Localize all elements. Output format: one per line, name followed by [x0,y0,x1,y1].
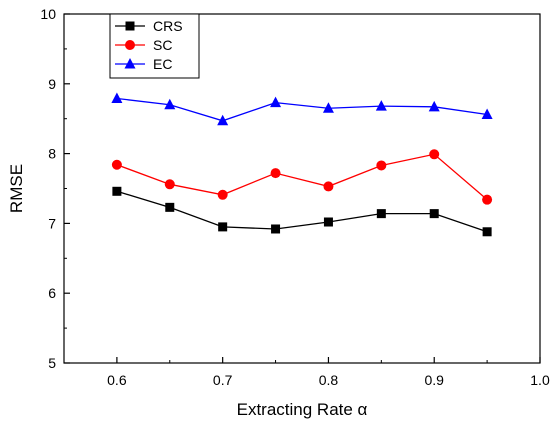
y-axis-title: RMSE [7,164,26,213]
legend: CRS SC EC [109,13,200,79]
axes: 5 6 7 8 9 10 0.6 0.7 0.8 0.9 1.0 [40,6,550,388]
data-point-sc [111,159,122,170]
legend-label-crs: CRS [153,18,183,34]
x-tick-label: 0.6 [107,372,127,388]
legend-marker-ec [124,58,136,69]
y-tick-label: 5 [48,355,56,371]
y-tick-label: 6 [48,285,56,301]
data-point-crs [271,224,281,234]
series-line-sc [116,153,488,201]
data-point-ec [428,100,440,112]
data-point-sc [323,181,334,192]
x-tick-label: 1.0 [530,372,550,388]
data-point-ec [270,96,282,108]
data-point-ec [111,92,123,103]
data-point-sc [482,194,493,205]
data-point-ec [217,114,229,126]
x-tick-label: 0.8 [319,372,339,388]
y-tick-label: 10 [40,6,56,22]
data-point-sc [376,160,387,171]
series-line-ec [116,97,488,122]
data-point-crs [429,209,439,219]
y-tick-label: 8 [48,146,56,162]
x-axis-title: Extracting Rate α [237,400,368,419]
data-point-crs [376,209,386,219]
series-lines [116,97,488,233]
data-point-crs [112,186,122,196]
legend-box [109,13,200,79]
y-tick-label: 9 [48,76,56,92]
legend-label-ec: EC [153,56,172,72]
data-point-crs [165,202,175,212]
series-line-crs [116,190,488,233]
data-point-crs [482,227,492,237]
legend-marker-sc [125,40,135,50]
data-point-sc [217,189,228,200]
legend-marker-crs [125,21,135,31]
x-tick-label: 0.7 [213,372,233,388]
legend-label-sc: SC [153,37,172,53]
data-point-ec [375,100,387,111]
x-tick-label: 0.9 [424,372,444,388]
data-point-ec [322,102,334,113]
data-point-crs [323,217,333,227]
y-tick-label: 7 [48,215,56,231]
data-point-ec [481,108,493,120]
data-point-crs [218,222,228,232]
data-point-sc [429,149,440,160]
series-markers [111,92,493,237]
data-point-sc [164,179,175,190]
data-point-ec [164,98,176,110]
data-point-sc [270,168,281,179]
